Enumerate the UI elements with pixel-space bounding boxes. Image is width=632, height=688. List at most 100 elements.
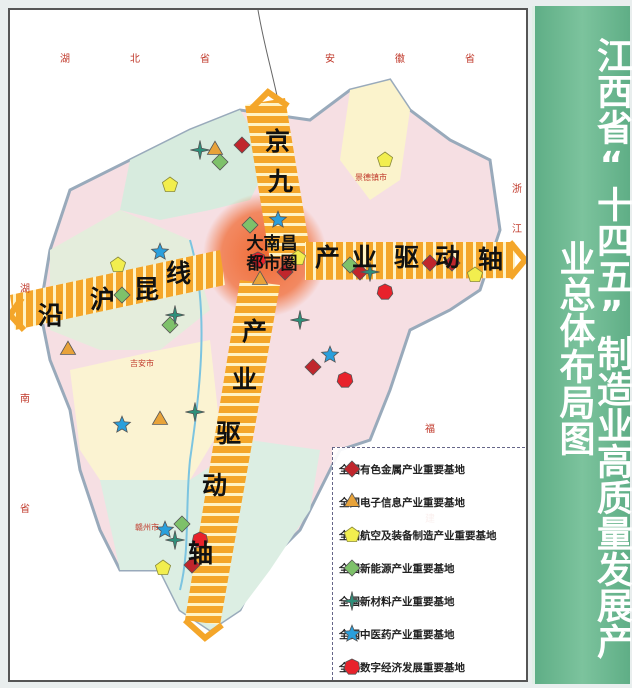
chevron-up-icon (247, 88, 290, 113)
diamond-marker-icon (211, 153, 229, 171)
diamond-marker-icon (443, 254, 461, 272)
diamond-marker-icon (421, 254, 439, 272)
four-point-star-marker-icon (342, 591, 362, 611)
corridor-label: 线 (166, 259, 192, 288)
diamond-marker-icon (276, 263, 294, 281)
corridor-label: 产 (315, 243, 341, 272)
river (179, 239, 203, 591)
corridor-hukun-west (10, 250, 225, 330)
four-point-star-icon (342, 591, 362, 611)
corridor-label: 九 (268, 167, 294, 196)
diamond-marker-icon (173, 515, 191, 533)
triangle-marker-icon (343, 492, 361, 507)
legend-item: 全国有色金属产业重要基地 (333, 458, 526, 480)
corridor-label: 动 (435, 243, 461, 272)
diamond-marker-icon (304, 358, 322, 376)
heptagon-marker-icon (376, 283, 394, 300)
chevron-down-icon (182, 617, 224, 642)
triangle-marker-icon (206, 140, 224, 155)
corridor-label: 轴 (188, 539, 214, 568)
heptagon-marker-icon (336, 371, 354, 388)
star-marker-icon (150, 242, 170, 260)
legend-label: 全国航空及装备制造产业重要基地 (339, 529, 497, 542)
pentagon-marker-icon (289, 249, 307, 265)
corridor-label: 产 (242, 317, 268, 346)
city-label: 吉安市 (130, 359, 154, 368)
legend-item: 全国中医药产业重要基地 (333, 623, 526, 645)
pentagon-marker-icon (109, 256, 127, 272)
city-label: 赣州市 (135, 523, 159, 532)
corridor-jingjiu-north (245, 98, 310, 260)
corridor-label: 轴 (478, 245, 504, 274)
four-point-star-marker-icon (165, 305, 185, 325)
corridor-label: 沿 (38, 301, 64, 330)
diamond-marker-icon (183, 556, 201, 574)
star-marker-icon (342, 624, 362, 642)
four-point-star-marker-icon (290, 310, 310, 330)
pentagon-marker-icon (466, 266, 484, 282)
legend-label: 全国新材料产业重要基地 (339, 595, 455, 608)
four-point-star-marker-icon (185, 402, 205, 422)
legend-item: 全国电子信息产业重要基地 (333, 491, 526, 513)
diamond-icon (343, 559, 361, 577)
legend-label: 全国新能源产业重要基地 (339, 562, 455, 575)
metro-area-label: 大南昌都市圈 (246, 234, 298, 274)
pentagon-marker-icon (343, 526, 361, 542)
diamond-marker-icon (113, 286, 131, 304)
four-point-star-marker-icon (360, 262, 380, 282)
heptagon-marker-icon (249, 251, 267, 268)
diamond-marker-icon (341, 256, 359, 274)
province-label-hubei: 湖 北 省 (60, 54, 210, 65)
map: 湖 北 省 安 徽 省 浙江 湖南省 福建 景德镇市 吉安市 赣州市 京 九 产… (8, 8, 528, 682)
heptagon-marker-icon (343, 658, 361, 675)
legend: 全国有色金属产业重要基地 全国电子信息产业重要基地全国航空及装备制造产业重要基地全… (332, 447, 526, 680)
legend-item: 全国新材料产业重要基地 (333, 590, 526, 612)
triangle-marker-icon (59, 340, 77, 355)
corridor-label: 京 (265, 127, 291, 156)
corridor-label: 沪 (90, 285, 116, 314)
corridor-label: 驱 (394, 243, 420, 272)
region-jian (70, 340, 220, 480)
star-marker-icon (268, 210, 288, 228)
heptagon-icon (343, 658, 361, 675)
province-label-zhejiang: 浙江 (512, 184, 522, 235)
pentagon-marker-icon (161, 176, 179, 192)
title-panel: 江西省“十四五”制造业高质量发展产业总体布局图 (532, 6, 632, 684)
corridor-label: 业 (232, 365, 258, 394)
diamond-marker-icon (233, 136, 251, 154)
star-marker-icon (320, 345, 340, 363)
legend-label: 全国有色金属产业重要基地 (339, 463, 465, 476)
pentagon-icon (343, 526, 361, 542)
map-title: 江西省“十四五”制造业高质量发展产业总体布局图 (553, 37, 632, 659)
chevron-left-icon (10, 296, 27, 333)
diamond-marker-icon (241, 216, 259, 234)
city-label: 景德镇市 (355, 173, 387, 182)
star-marker-icon (155, 520, 175, 538)
triangle-icon (343, 492, 361, 507)
pentagon-marker-icon (376, 151, 394, 167)
heptagon-marker-icon (191, 531, 209, 548)
corridor-label: 驱 (216, 419, 242, 448)
legend-item: 全国新能源产业重要基地 (333, 557, 526, 579)
triangle-marker-icon (251, 270, 269, 285)
region-jingdezhen (340, 80, 410, 200)
legend-item: 全国航空及装备制造产业重要基地 (333, 524, 526, 546)
diamond-marker-icon (351, 263, 369, 281)
corridor-label: 动 (202, 471, 228, 500)
legend-label: 全国电子信息产业重要基地 (339, 496, 465, 509)
corridor-label: 昆 (134, 275, 160, 304)
pentagon-marker-icon (154, 559, 172, 575)
province-label-anhui: 安 徽 省 (325, 54, 475, 65)
triangle-marker-icon (151, 410, 169, 425)
diamond-marker-icon (343, 460, 361, 478)
legend-label: 全国数字经济发展重要基地 (339, 661, 465, 674)
legend-label: 全国中医药产业重要基地 (339, 628, 455, 641)
corridor-label: 业 (352, 243, 378, 272)
chevron-right-icon (507, 240, 526, 280)
corridor-jingjiu-south (185, 280, 280, 625)
map-canvas (10, 10, 526, 642)
diamond-marker-icon (343, 559, 361, 577)
four-point-star-marker-icon (190, 140, 210, 160)
four-point-star-marker-icon (165, 530, 185, 550)
star-marker-icon (112, 415, 132, 433)
